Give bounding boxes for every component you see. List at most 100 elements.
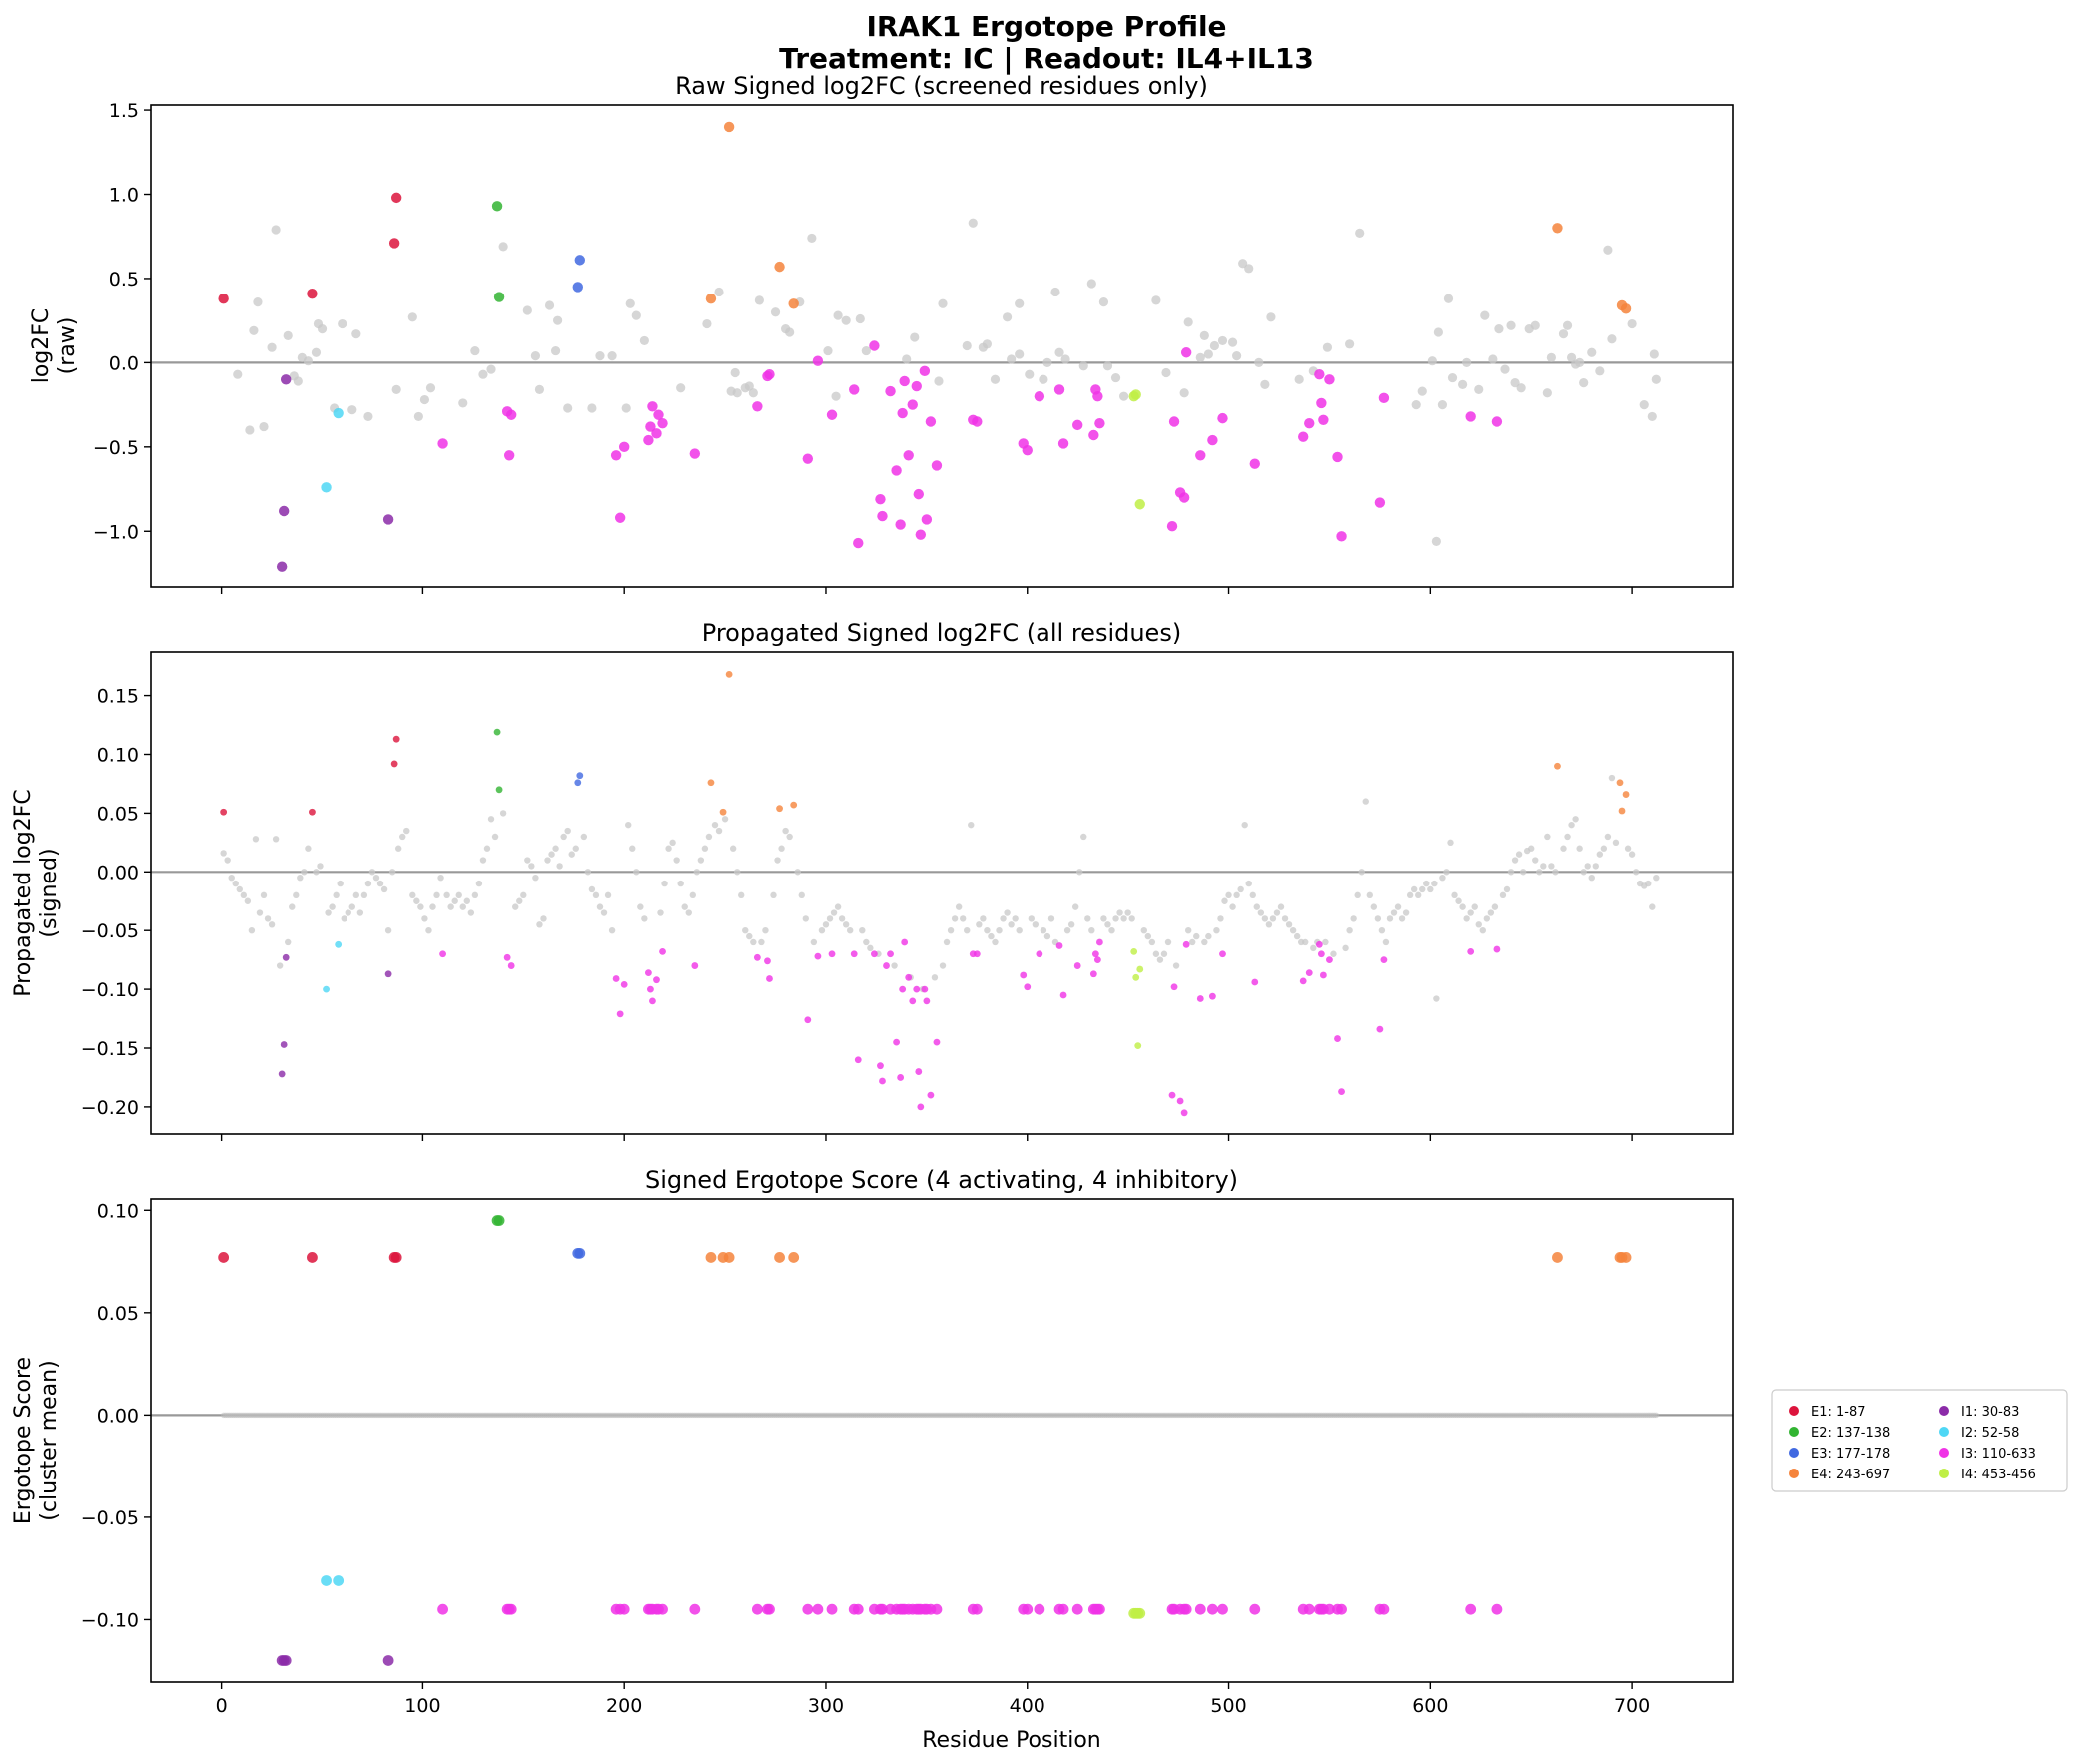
background-point	[1078, 361, 1088, 371]
point-i3	[897, 1074, 905, 1081]
background-point	[1039, 374, 1048, 384]
point-e3	[574, 1247, 586, 1259]
background-point	[1603, 245, 1613, 255]
background-point	[1402, 909, 1410, 916]
background-point	[778, 845, 785, 852]
background-point	[1342, 944, 1349, 952]
background-point	[333, 891, 340, 899]
point-i3	[439, 950, 446, 958]
point-i3	[1465, 1603, 1477, 1615]
background-point	[1471, 903, 1478, 910]
background-point	[1199, 330, 1209, 340]
point-i3	[931, 1603, 943, 1615]
point-i1	[280, 1655, 292, 1666]
background-point	[1277, 903, 1285, 910]
background-point	[1632, 869, 1640, 876]
background-point	[1406, 891, 1414, 899]
background-point	[673, 857, 680, 864]
point-i3	[877, 1062, 884, 1070]
background-point	[846, 926, 854, 934]
point-e2	[493, 292, 505, 302]
background-point	[1649, 349, 1659, 359]
background-point	[625, 821, 632, 829]
point-i3	[653, 409, 664, 420]
point-i3	[875, 493, 886, 505]
background-point	[1102, 361, 1113, 371]
background-point	[1503, 885, 1511, 893]
background-point	[1015, 298, 1025, 308]
legend-label-e4: E4: 243-697	[1811, 1468, 1890, 1482]
point-i3	[877, 1603, 888, 1615]
point-i3	[891, 465, 902, 476]
point-i3	[933, 1038, 941, 1046]
background-point	[831, 391, 841, 401]
legend-marker-e1	[1789, 1406, 1799, 1416]
background-point	[351, 329, 361, 339]
background-point	[293, 891, 300, 899]
background-point	[1350, 915, 1357, 922]
point-i3	[1334, 1035, 1341, 1042]
point-e1	[388, 238, 400, 249]
background-point	[1475, 921, 1482, 928]
background-point	[348, 903, 355, 910]
background-point	[232, 880, 239, 887]
point-e1	[392, 735, 400, 743]
background-point	[1431, 536, 1441, 547]
y-tick-label: 0.00	[97, 862, 139, 883]
panel-2: Propagated Signed log2FC (all residues) −…	[11, 619, 1734, 1141]
point-i3	[612, 975, 620, 982]
point-i2	[321, 1575, 332, 1586]
point-i3	[909, 997, 917, 1005]
point-e4	[788, 298, 799, 309]
background-point	[544, 300, 555, 310]
point-i3	[751, 1603, 763, 1615]
background-point	[303, 356, 313, 366]
background-point	[1544, 833, 1551, 841]
background-point	[1063, 926, 1071, 934]
point-i3	[1094, 417, 1105, 429]
background-point	[1394, 903, 1402, 910]
point-i3	[1073, 962, 1081, 969]
point-e3	[574, 255, 585, 266]
background-point	[665, 845, 672, 852]
background-point	[413, 411, 423, 422]
point-e4	[1552, 1252, 1563, 1263]
background-point	[738, 891, 745, 899]
background-point	[968, 218, 978, 228]
background-point	[982, 339, 993, 349]
point-i3	[869, 340, 880, 351]
background-point	[455, 891, 462, 899]
background-point	[528, 863, 535, 870]
background-point	[487, 816, 495, 823]
point-e2	[491, 201, 503, 212]
background-point	[1007, 354, 1017, 364]
y-axis-label-line: (cluster mean)	[37, 1360, 62, 1520]
background-point	[479, 857, 487, 864]
background-point	[1060, 354, 1070, 364]
point-i3	[1299, 977, 1307, 985]
panel-2-title: Propagated Signed log2FC (all residues)	[702, 619, 1181, 647]
background-point	[443, 891, 450, 899]
background-point	[560, 833, 567, 841]
point-i3	[1303, 1603, 1315, 1615]
background-point	[1580, 869, 1587, 876]
background-point	[1528, 845, 1535, 852]
background-point	[746, 932, 753, 940]
background-point	[1152, 950, 1160, 957]
background-point	[1604, 833, 1612, 841]
background-point	[830, 909, 838, 916]
legend-label-i3: I3: 110-633	[1961, 1447, 2036, 1462]
point-i3	[903, 450, 914, 461]
background-point	[1260, 379, 1270, 389]
background-point	[1032, 921, 1040, 928]
background-point	[1302, 938, 1309, 946]
background-point	[1116, 909, 1123, 916]
point-i3	[1096, 938, 1103, 946]
x-tick-label: 600	[1412, 1695, 1448, 1717]
point-e4	[1618, 807, 1626, 815]
x-axis-label: Residue Position	[922, 1728, 1101, 1753]
point-i1	[276, 561, 288, 572]
point-i1	[384, 970, 392, 978]
point-i3	[437, 438, 448, 449]
background-point	[1203, 349, 1213, 359]
